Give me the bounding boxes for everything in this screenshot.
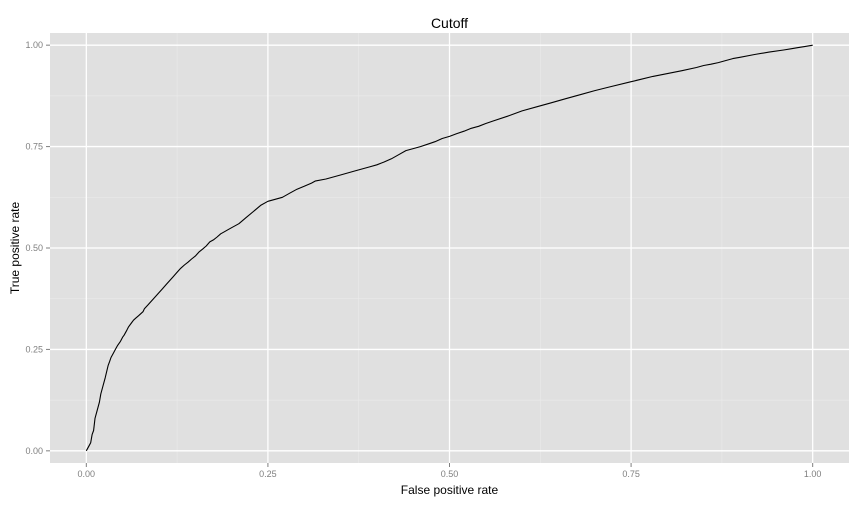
- x-tick-label: 0.75: [622, 469, 640, 479]
- roc-curve-line: [85, 44, 813, 452]
- y-tick-label: 0.50: [25, 243, 43, 253]
- y-axis-title: True positive rate: [8, 202, 22, 295]
- series-layer: [85, 44, 813, 452]
- y-axis-ticks: 0.00 0.25 0.50 0.75 1.00: [25, 40, 50, 456]
- x-tick-label: 1.00: [804, 469, 822, 479]
- x-axis-ticks: 0.00 0.25 0.50 0.75 1.00: [78, 463, 822, 479]
- x-tick-label: 0.50: [441, 469, 459, 479]
- y-tick-label: 0.75: [25, 142, 43, 152]
- major-grid: [50, 33, 849, 463]
- x-tick-label: 0.00: [78, 469, 96, 479]
- x-tick-label: 0.25: [259, 469, 277, 479]
- y-tick-label: 0.00: [25, 446, 43, 456]
- y-tick-label: 0.25: [25, 344, 43, 354]
- y-tick-label: 1.00: [25, 40, 43, 50]
- chart-title: Cutoff: [431, 15, 468, 31]
- x-axis-title: False positive rate: [401, 483, 499, 497]
